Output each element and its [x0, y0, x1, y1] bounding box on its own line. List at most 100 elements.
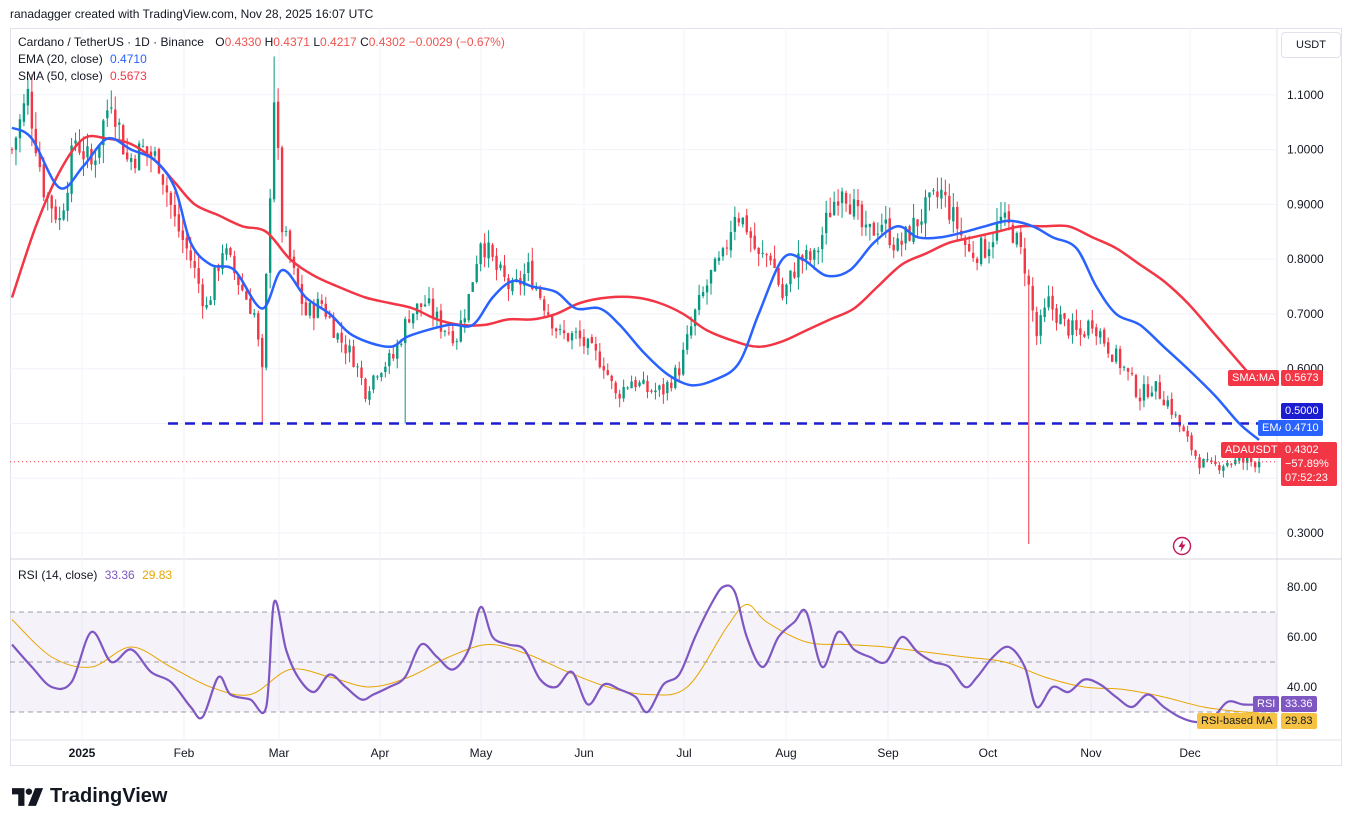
- candle-body: [896, 238, 899, 251]
- candle-body: [1134, 375, 1138, 397]
- candle-body: [697, 294, 701, 310]
- candle-body: [654, 390, 657, 393]
- candle-body: [14, 137, 18, 150]
- candle-body: [987, 249, 991, 257]
- candle-body: [511, 281, 514, 292]
- candle-body: [114, 109, 117, 127]
- rsi-line: [11, 584, 1260, 724]
- candle-body: [467, 294, 470, 321]
- candle-body: [237, 275, 240, 286]
- symbol-name[interactable]: Cardano / TetherUS · 1D · Binance: [18, 35, 204, 49]
- candle-body: [189, 250, 192, 261]
- candle-body: [165, 185, 169, 193]
- sma-legend[interactable]: SMA (50, close) 0.5673: [18, 69, 147, 83]
- tradingview-logo-text: TradingView: [50, 785, 168, 807]
- attribution-text: ranadagger created with TradingView.com,…: [10, 7, 374, 21]
- candle-body: [443, 330, 447, 332]
- ema-legend[interactable]: EMA (20, close) 0.4710: [18, 52, 147, 66]
- ohlc-values: O0.4330 H0.4371 L0.4217 C0.4302 −0.0029 …: [215, 35, 505, 49]
- rsi-ma-price-tag: RSI-based MA: [1197, 713, 1277, 729]
- x-tick-label: Mar: [269, 746, 290, 760]
- rsi-price-tag: RSI: [1253, 696, 1280, 712]
- candle-body: [622, 386, 625, 399]
- chart-frame: [10, 28, 1342, 766]
- candle-body: [1019, 232, 1023, 248]
- candle-body: [1039, 315, 1042, 336]
- candle-body: [1246, 457, 1249, 463]
- sma-legend-label: SMA (50, close): [18, 69, 103, 83]
- candle-body: [304, 302, 308, 316]
- candle-body: [658, 385, 661, 390]
- y-tick-label: 0.3000: [1287, 526, 1324, 540]
- candle-body: [713, 258, 717, 272]
- candle-body: [225, 248, 228, 255]
- candle-body: [62, 210, 65, 220]
- rsi-y-tick-label: 80.00: [1287, 580, 1317, 594]
- candle-body: [769, 255, 772, 261]
- candle-body: [689, 326, 693, 336]
- candle-body: [1118, 348, 1122, 368]
- candle-body: [570, 333, 574, 341]
- candle-body: [296, 268, 300, 286]
- candle-body: [1130, 372, 1134, 375]
- candle-body: [1242, 458, 1245, 463]
- candle-body: [610, 375, 613, 382]
- candle-body: [872, 222, 876, 236]
- candle-body: [546, 312, 550, 315]
- ema-legend-label: EMA (20, close): [18, 52, 103, 66]
- candle-body: [809, 251, 812, 261]
- sma-price-value: 0.5673: [1281, 370, 1323, 386]
- lightning-icon[interactable]: [1172, 536, 1192, 556]
- candle-body: [999, 216, 1003, 224]
- candle-body: [693, 309, 697, 327]
- currency-button[interactable]: USDT: [1281, 32, 1341, 58]
- candle-body: [427, 298, 431, 304]
- candle-body: [1043, 307, 1046, 318]
- candle-body: [1202, 458, 1205, 468]
- candle-body: [18, 119, 22, 139]
- candle-body: [781, 284, 784, 299]
- candle-body: [797, 253, 800, 278]
- candle-body: [209, 300, 212, 305]
- candle-body: [1146, 384, 1150, 397]
- candle-body: [181, 230, 184, 241]
- candle-body: [288, 230, 292, 258]
- candle-body: [860, 204, 864, 228]
- candle-body: [173, 204, 177, 217]
- high-value: 0.4371: [273, 35, 310, 49]
- candle-body: [340, 332, 343, 343]
- candle-body: [110, 107, 113, 109]
- bar-countdown: 07:52:23: [1285, 472, 1328, 484]
- candle-body: [789, 270, 792, 285]
- symbol-legend[interactable]: Cardano / TetherUS · 1D · Binance O0.433…: [18, 35, 505, 49]
- candle-body: [435, 311, 439, 319]
- sma-legend-value: 0.5673: [110, 69, 147, 83]
- candle-body: [832, 201, 836, 215]
- candle-body: [912, 217, 915, 243]
- rsi-legend[interactable]: RSI (14, close) 33.36 29.83: [18, 568, 172, 582]
- candle-body: [483, 243, 486, 258]
- candle-body: [149, 151, 153, 157]
- candle-body: [1234, 459, 1237, 465]
- candle-body: [566, 333, 570, 341]
- last-price-box: 0.4302 −57.89% 07:52:23: [1281, 442, 1337, 486]
- tradingview-logo[interactable]: TradingView: [12, 785, 167, 808]
- change-value: −0.0029 (−0.67%): [408, 35, 505, 49]
- candle-body: [821, 235, 824, 250]
- x-tick-label: Jun: [574, 746, 593, 760]
- candle-body: [368, 391, 371, 400]
- x-tick-label: Oct: [979, 746, 998, 760]
- candle-body: [678, 368, 681, 376]
- candle-body: [372, 375, 375, 390]
- rsi-y-tick-label: 60.00: [1287, 630, 1317, 644]
- candle-body: [785, 284, 788, 297]
- candle-body: [328, 316, 331, 318]
- candle-body: [213, 267, 216, 301]
- candle-body: [1150, 392, 1154, 397]
- candle-body: [864, 224, 868, 228]
- candle-body: [594, 343, 598, 351]
- candle-body: [765, 254, 768, 256]
- candle-body: [205, 304, 208, 308]
- candle-body: [447, 332, 451, 334]
